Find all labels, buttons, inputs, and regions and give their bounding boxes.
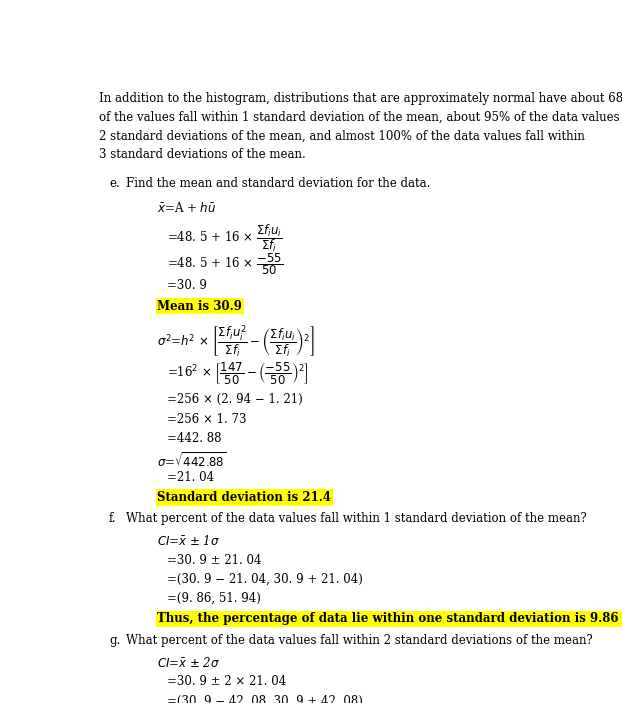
Text: =21. 04: =21. 04 [167,471,214,484]
Text: $\bar{x}$=A + $h\bar{u}$: $\bar{x}$=A + $h\bar{u}$ [157,201,216,215]
Text: =48. 5 + 16 $\times$ $\dfrac{\Sigma f_i u_i}{\Sigma f_i}$: =48. 5 + 16 $\times$ $\dfrac{\Sigma f_i … [167,222,282,254]
Text: =30. 9 ± 2 × 21. 04: =30. 9 ± 2 × 21. 04 [167,675,286,688]
Text: =30. 9: =30. 9 [167,279,207,292]
Text: $CI$=$\bar{x}$ $\pm$ 2$\sigma$: $CI$=$\bar{x}$ $\pm$ 2$\sigma$ [157,656,220,670]
Text: =(30. 9 − 42. 08, 30. 9 + 42. 08): =(30. 9 − 42. 08, 30. 9 + 42. 08) [167,695,363,703]
Text: $\sigma^2$=$h^2$ $\times$ $\left[\dfrac{\Sigma f_i u_i^2}{\Sigma f_i} - \left(\d: $\sigma^2$=$h^2$ $\times$ $\left[\dfrac{… [157,323,315,359]
Text: =(9. 86, 51. 94): =(9. 86, 51. 94) [167,592,261,605]
Text: e.: e. [109,177,120,190]
Text: =256 × (2. 94 − 1. 21): =256 × (2. 94 − 1. 21) [167,394,303,406]
Text: Find the mean and standard deviation for the data.: Find the mean and standard deviation for… [126,177,430,190]
Text: g.: g. [109,633,120,647]
Text: $\sigma$=$\sqrt{442. 88}$: $\sigma$=$\sqrt{442. 88}$ [157,451,227,470]
Text: of the values fall within 1 standard deviation of the mean, about 95% of the dat: of the values fall within 1 standard dev… [100,111,622,124]
Text: In addition to the histogram, distributions that are approximately normal have a: In addition to the histogram, distributi… [100,93,622,105]
Text: =(30. 9 − 21. 04, 30. 9 + 21. 04): =(30. 9 − 21. 04, 30. 9 + 21. 04) [167,573,363,586]
Text: =256 × 1. 73: =256 × 1. 73 [167,413,246,426]
Text: Standard deviation is 21.4: Standard deviation is 21.4 [157,491,332,504]
Text: =16$^2$ $\times$ $\left[\dfrac{147}{50} - \left(\dfrac{-55}{50}\right)^2\right]$: =16$^2$ $\times$ $\left[\dfrac{147}{50} … [167,360,309,386]
Text: =442. 88: =442. 88 [167,432,221,445]
Text: =30. 9 ± 21. 04: =30. 9 ± 21. 04 [167,553,261,567]
Text: Thus, the percentage of data lie within one standard deviation is 9.86 and 51.94: Thus, the percentage of data lie within … [157,612,622,626]
Text: $CI$=$\bar{x}$ $\pm$ 1$\sigma$: $CI$=$\bar{x}$ $\pm$ 1$\sigma$ [157,534,220,548]
Text: What percent of the data values fall within 2 standard deviations of the mean?: What percent of the data values fall wit… [126,633,593,647]
Text: 3 standard deviations of the mean.: 3 standard deviations of the mean. [100,148,306,161]
Text: =48. 5 + 16 $\times$ $\dfrac{-55}{50}$: =48. 5 + 16 $\times$ $\dfrac{-55}{50}$ [167,252,283,278]
Text: What percent of the data values fall within 1 standard deviation of the mean?: What percent of the data values fall wit… [126,512,587,525]
Text: 2 standard deviations of the mean, and almost 100% of the data values fall withi: 2 standard deviations of the mean, and a… [100,129,585,142]
Text: Mean is 30.9: Mean is 30.9 [157,299,242,313]
Text: f.: f. [109,512,117,525]
